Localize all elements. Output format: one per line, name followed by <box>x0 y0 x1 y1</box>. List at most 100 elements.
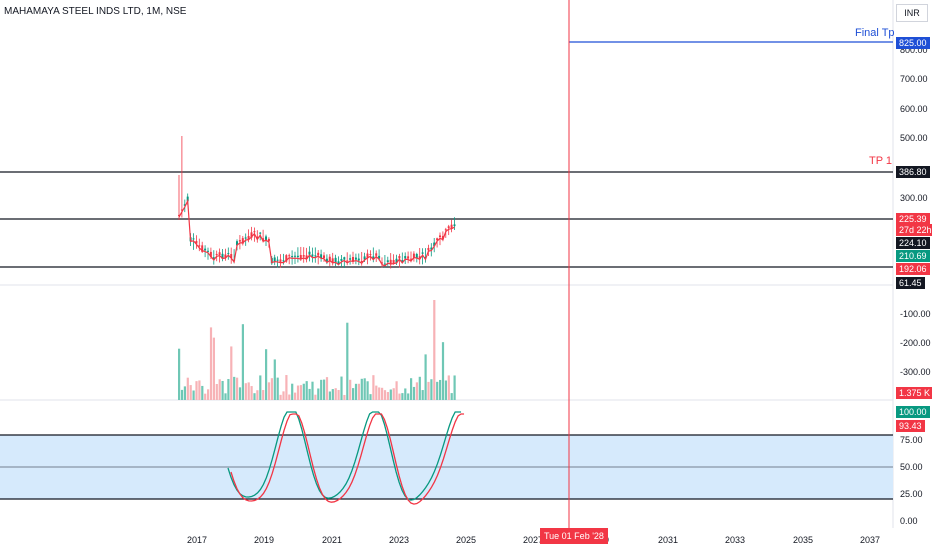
volume-bar <box>389 389 392 400</box>
volume-bar <box>209 327 213 400</box>
stoch-d-line <box>230 413 465 505</box>
volume-bar <box>224 393 227 400</box>
currency-button[interactable]: INR <box>896 4 928 22</box>
price-candle <box>369 254 372 256</box>
price-candle <box>427 247 430 251</box>
volume-bar <box>439 379 442 400</box>
price-candle <box>421 252 424 254</box>
stoch-k-tag: 100.00 <box>896 406 930 418</box>
price-candle <box>288 255 291 257</box>
tp1-label: TP 1 <box>869 155 893 167</box>
volume-bar <box>198 380 201 400</box>
volume-bar <box>415 382 418 400</box>
price-candle <box>415 253 418 259</box>
price-candle <box>439 235 441 238</box>
price-candle <box>453 224 456 227</box>
volume-bar <box>311 381 314 400</box>
volume-bar <box>331 389 334 400</box>
level-224-tag: 224.10 <box>896 237 930 249</box>
volume-bar <box>279 394 282 400</box>
stoch-axis-label: 75.00 <box>900 435 923 445</box>
low2-tag: 61.45 <box>896 277 925 289</box>
final-tp-price-tag: 825.00 <box>896 37 930 49</box>
volume-bar <box>398 393 401 400</box>
price-candle <box>262 238 265 241</box>
volume-bar <box>346 322 349 400</box>
price-candle <box>273 257 276 262</box>
volume-bar <box>204 393 207 400</box>
volume-bar <box>244 383 247 400</box>
price-candle <box>360 260 363 262</box>
volume-bar <box>247 382 250 400</box>
volume-bar <box>334 388 337 400</box>
volume-bar <box>366 381 369 400</box>
volume-bar <box>436 381 439 400</box>
price-candle <box>436 238 439 241</box>
price-candle <box>247 235 250 240</box>
price-candle <box>328 256 331 261</box>
time-axis-label: 2035 <box>793 535 814 545</box>
volume-bar <box>412 386 416 400</box>
volume-bar <box>192 390 195 400</box>
volume-bar <box>392 388 395 400</box>
volume-bar <box>447 375 450 400</box>
current-price-tag: 225.39 <box>896 213 930 225</box>
volume-bar <box>230 346 233 400</box>
price-candle <box>302 255 305 257</box>
price-candle <box>238 240 241 242</box>
price-candle <box>349 258 352 260</box>
tp1-price-tag: 386.80 <box>896 166 930 178</box>
volume-bar <box>424 354 427 400</box>
volume-bar <box>410 378 413 400</box>
volume-bar <box>302 383 305 400</box>
volume-bar <box>378 387 381 400</box>
price-candle <box>296 255 299 258</box>
volume-bar <box>444 380 447 400</box>
time-axis-label: 2021 <box>322 535 343 545</box>
price-candle <box>314 255 317 257</box>
price-candle <box>256 236 259 239</box>
price-candle <box>450 224 453 229</box>
volume-bar <box>360 378 363 400</box>
volume-bar <box>241 324 244 400</box>
price-candle <box>299 255 302 260</box>
price-candle <box>323 255 325 259</box>
time-axis-label: 2019 <box>254 535 275 545</box>
volume-bar <box>407 393 410 400</box>
volume-bar <box>267 382 271 400</box>
price-candle <box>372 256 375 259</box>
volume-bar <box>383 390 387 400</box>
price-candle <box>424 257 427 259</box>
volume-bar <box>357 383 360 400</box>
price-candle <box>207 250 209 252</box>
price-candle <box>340 258 343 261</box>
volume-bar <box>221 380 224 400</box>
price-candle <box>337 261 340 264</box>
volume-bar <box>427 381 430 400</box>
price-candle <box>375 253 378 256</box>
time-axis-label: 2037 <box>860 535 881 545</box>
price-candle <box>308 251 311 255</box>
price-candle <box>311 254 314 257</box>
price-candle <box>363 256 366 260</box>
price-candle <box>410 258 412 260</box>
volume-bar <box>349 379 352 400</box>
price-candle <box>378 255 381 259</box>
low-level-tag: 192.06 <box>896 263 930 275</box>
price-candle <box>218 252 221 256</box>
price-candle <box>334 257 337 264</box>
price-candle <box>250 232 253 238</box>
volume-tag: 1.375 K <box>896 387 932 399</box>
volume-bar <box>218 379 221 400</box>
volume-bar <box>288 394 291 400</box>
volume-bar <box>453 375 456 400</box>
volume-bar <box>212 337 215 400</box>
price-candle <box>398 256 401 259</box>
price-candle <box>180 209 183 211</box>
time-axis-label: 2027 <box>523 535 544 545</box>
volume-bar <box>259 375 262 400</box>
price-candle <box>209 251 212 258</box>
volume-bar <box>386 392 389 400</box>
